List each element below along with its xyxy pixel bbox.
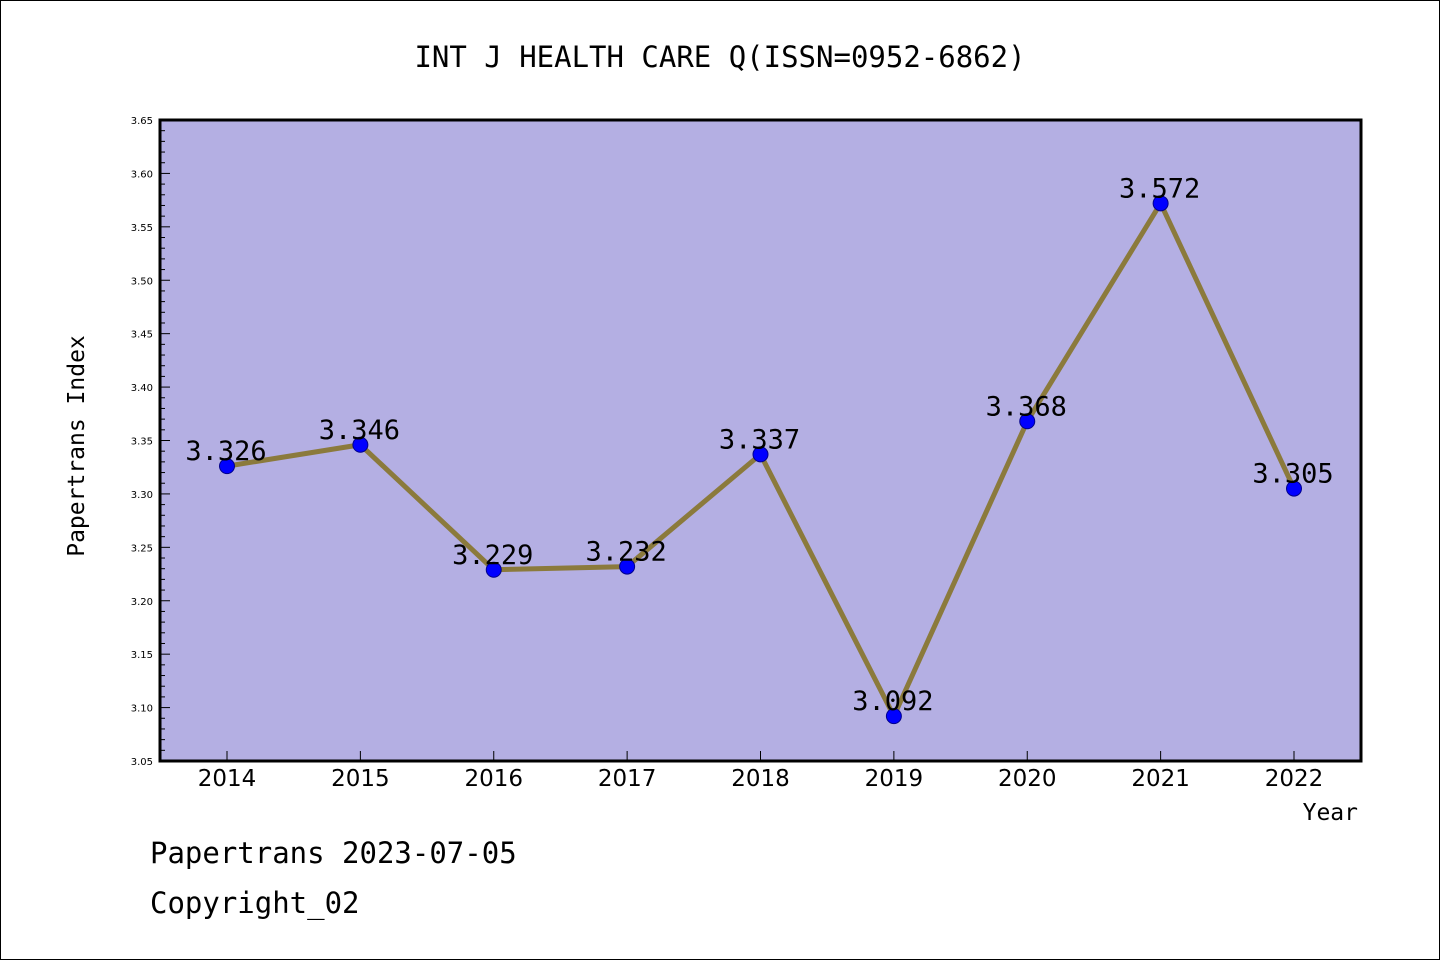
x-tick-label: 2022: [1265, 766, 1324, 792]
data-point: [1019, 413, 1036, 430]
chart-title: INT J HEALTH CARE Q(ISSN=0952-6862): [414, 40, 1025, 74]
y-tick-label: 3.45: [131, 330, 153, 341]
x-tick-label: 2015: [331, 766, 390, 792]
data-label: 3.326: [185, 436, 266, 467]
data-point: [1286, 480, 1302, 497]
y-tick-label: 3.55: [131, 223, 153, 234]
y-tick-label: 3.50: [131, 276, 153, 287]
x-tick-label: 2017: [598, 766, 657, 792]
data-point: [485, 561, 502, 578]
y-tick-label: 3.25: [131, 543, 153, 554]
data-point: [885, 708, 902, 725]
y-axis-label: Papertrans Index: [64, 335, 90, 557]
footer-date: Papertrans 2023-07-05: [150, 836, 517, 870]
x-tick-label: 2020: [998, 766, 1057, 792]
data-label: 3.229: [452, 540, 533, 571]
y-tick-label: 3.40: [131, 383, 153, 394]
data-label: 3.232: [585, 537, 666, 568]
y-axis: 3.05 3.10 3.15 3.20 3.25 3.30 3.35 3.40 3.45 3.50…: [131, 116, 170, 768]
data-label: 3.305: [1252, 459, 1333, 490]
series: 3.326 3.346 3.229 3.232 3.337 3.092 3.368 3.572…: [185, 173, 1334, 725]
data-point: [619, 558, 636, 575]
data-point: [1152, 195, 1169, 212]
y-tick-label: 3.65: [131, 116, 153, 127]
x-tick-label: 2016: [464, 766, 523, 792]
y-tick-label: 3.35: [131, 437, 153, 448]
x-axis-label: Year: [1303, 800, 1358, 826]
y-tick-label: 3.30: [131, 490, 153, 501]
x-tick-label: 2019: [865, 766, 924, 792]
data-point: [219, 458, 235, 475]
data-label: 3.368: [986, 391, 1067, 422]
data-label: 3.346: [319, 415, 400, 446]
y-tick-label: 3.10: [131, 704, 153, 715]
x-tick-label: 2018: [731, 766, 790, 792]
x-tick-label: 2014: [198, 766, 257, 792]
y-tick-label: 3.15: [131, 650, 153, 661]
y-tick-label: 3.60: [131, 169, 153, 180]
footer-copyright: Copyright_02: [150, 886, 360, 920]
x-tick-label: 2021: [1131, 766, 1190, 792]
data-point: [352, 436, 369, 453]
y-tick-label: 3.05: [131, 757, 153, 768]
x-axis: 2014 2015 2016 2017 2018 2019 2020 2021 2022: [198, 751, 1324, 792]
y-tick-label: 3.20: [131, 597, 153, 608]
data-label: 3.337: [719, 424, 800, 455]
data-label: 3.092: [852, 686, 933, 717]
data-point: [752, 446, 769, 463]
data-label: 3.572: [1119, 173, 1200, 204]
